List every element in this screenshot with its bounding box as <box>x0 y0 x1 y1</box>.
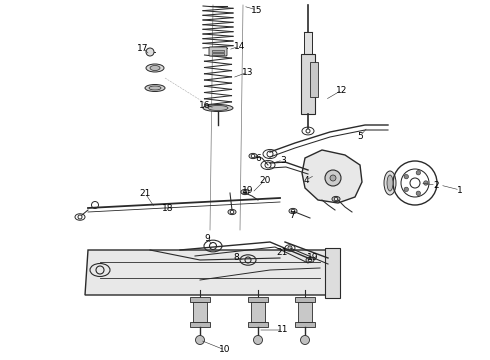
Bar <box>248 297 268 302</box>
Ellipse shape <box>208 105 228 111</box>
Ellipse shape <box>150 66 160 71</box>
Circle shape <box>146 48 154 56</box>
Ellipse shape <box>387 175 393 191</box>
Text: 9: 9 <box>204 234 210 243</box>
Text: 21: 21 <box>139 189 151 198</box>
Bar <box>325 248 340 298</box>
Circle shape <box>330 175 336 181</box>
Circle shape <box>325 170 341 186</box>
Text: 18: 18 <box>162 203 174 212</box>
Text: 14: 14 <box>234 41 245 50</box>
Text: 2: 2 <box>433 180 439 189</box>
Text: 13: 13 <box>242 68 254 77</box>
Circle shape <box>416 191 420 195</box>
Text: 8: 8 <box>233 253 239 262</box>
Circle shape <box>404 175 409 179</box>
Circle shape <box>416 171 420 175</box>
Circle shape <box>196 336 204 345</box>
Text: 6: 6 <box>255 153 261 162</box>
Circle shape <box>423 181 428 185</box>
Bar <box>304 32 312 54</box>
Bar <box>301 54 315 114</box>
FancyBboxPatch shape <box>209 47 227 56</box>
Bar <box>190 322 210 327</box>
Circle shape <box>404 187 409 192</box>
Text: 3: 3 <box>280 156 286 165</box>
Text: 19: 19 <box>242 185 254 194</box>
Bar <box>298 302 312 322</box>
Ellipse shape <box>384 171 396 195</box>
Text: 7: 7 <box>289 211 295 220</box>
Text: 10: 10 <box>219 346 231 355</box>
Bar <box>248 322 268 327</box>
Bar <box>295 297 315 302</box>
Text: 15: 15 <box>251 5 263 14</box>
Polygon shape <box>85 250 340 295</box>
Text: 4: 4 <box>303 176 309 185</box>
Text: 12: 12 <box>336 86 348 95</box>
Text: 17: 17 <box>137 44 149 53</box>
Text: 11: 11 <box>277 325 289 334</box>
Ellipse shape <box>203 104 233 112</box>
Bar <box>212 50 224 52</box>
Text: 1: 1 <box>457 185 463 194</box>
Bar <box>193 302 207 322</box>
Text: 19: 19 <box>307 253 319 262</box>
Ellipse shape <box>146 64 164 72</box>
Bar <box>310 62 318 97</box>
Text: 5: 5 <box>357 131 363 140</box>
Circle shape <box>300 336 310 345</box>
Ellipse shape <box>149 86 161 90</box>
Text: 20: 20 <box>259 176 270 185</box>
Bar <box>251 302 265 322</box>
Text: 21: 21 <box>276 248 288 257</box>
Text: 16: 16 <box>199 100 211 109</box>
Polygon shape <box>302 150 362 203</box>
Bar <box>295 322 315 327</box>
Bar <box>190 297 210 302</box>
Circle shape <box>253 336 263 345</box>
Bar <box>212 53 224 55</box>
Ellipse shape <box>145 85 165 91</box>
